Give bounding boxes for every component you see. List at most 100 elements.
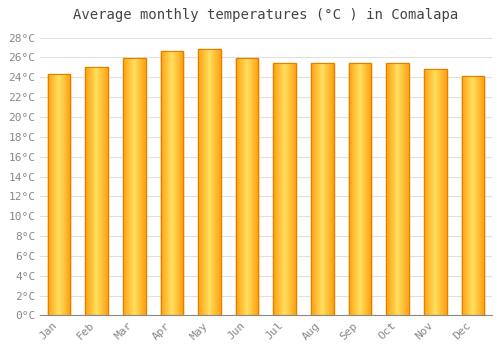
Bar xyxy=(213,49,214,315)
Bar xyxy=(405,63,406,315)
Bar xyxy=(209,49,210,315)
Bar xyxy=(129,58,130,315)
Bar xyxy=(126,58,127,315)
Bar xyxy=(69,74,70,315)
Bar xyxy=(466,76,467,315)
Bar xyxy=(96,67,97,315)
Bar xyxy=(237,58,238,315)
Bar xyxy=(398,63,400,315)
Bar xyxy=(395,63,396,315)
Title: Average monthly temperatures (°C ) in Comalapa: Average monthly temperatures (°C ) in Co… xyxy=(74,8,458,22)
Bar xyxy=(172,51,173,315)
Bar xyxy=(162,51,163,315)
Bar xyxy=(364,63,365,315)
Bar xyxy=(243,58,244,315)
Bar xyxy=(91,67,92,315)
Bar xyxy=(402,63,404,315)
Bar xyxy=(105,67,106,315)
Bar xyxy=(444,69,445,315)
Bar xyxy=(359,63,360,315)
Bar xyxy=(311,63,312,315)
Bar xyxy=(427,69,428,315)
Bar xyxy=(480,76,481,315)
Bar xyxy=(128,58,129,315)
Bar xyxy=(65,74,66,315)
Bar xyxy=(400,63,401,315)
Bar xyxy=(390,63,391,315)
Bar xyxy=(140,58,141,315)
Bar xyxy=(66,74,67,315)
Bar xyxy=(319,63,320,315)
Bar xyxy=(406,63,407,315)
Bar xyxy=(351,63,352,315)
Bar xyxy=(58,74,59,315)
Bar xyxy=(131,58,132,315)
Bar xyxy=(295,63,296,315)
Bar xyxy=(393,63,394,315)
Bar xyxy=(355,63,356,315)
Bar xyxy=(425,69,426,315)
Bar xyxy=(123,58,146,315)
Bar xyxy=(93,67,94,315)
Bar xyxy=(137,58,138,315)
Bar xyxy=(424,69,425,315)
Bar xyxy=(218,49,219,315)
Bar xyxy=(204,49,205,315)
Bar xyxy=(441,69,442,315)
Bar xyxy=(314,63,315,315)
Bar xyxy=(462,76,464,315)
Bar xyxy=(51,74,52,315)
Bar xyxy=(472,76,473,315)
Bar xyxy=(139,58,140,315)
Bar xyxy=(138,58,139,315)
Bar xyxy=(282,63,283,315)
Bar xyxy=(68,74,69,315)
Bar xyxy=(165,51,166,315)
Bar xyxy=(439,69,440,315)
Bar xyxy=(166,51,167,315)
Bar xyxy=(145,58,146,315)
Bar xyxy=(292,63,293,315)
Bar xyxy=(106,67,107,315)
Bar xyxy=(99,67,100,315)
Bar xyxy=(95,67,96,315)
Bar xyxy=(88,67,90,315)
Bar xyxy=(443,69,444,315)
Bar xyxy=(208,49,209,315)
Bar xyxy=(238,58,239,315)
Bar xyxy=(202,49,203,315)
Bar xyxy=(424,69,446,315)
Bar xyxy=(242,58,243,315)
Bar xyxy=(256,58,258,315)
Bar xyxy=(284,63,286,315)
Bar xyxy=(428,69,429,315)
Bar xyxy=(54,74,55,315)
Bar xyxy=(211,49,212,315)
Bar xyxy=(200,49,201,315)
Bar xyxy=(325,63,326,315)
Bar xyxy=(236,58,258,315)
Bar xyxy=(173,51,174,315)
Bar xyxy=(396,63,397,315)
Bar xyxy=(356,63,357,315)
Bar xyxy=(370,63,372,315)
Bar xyxy=(465,76,466,315)
Bar xyxy=(134,58,135,315)
Bar xyxy=(107,67,108,315)
Bar xyxy=(103,67,104,315)
Bar xyxy=(429,69,430,315)
Bar xyxy=(177,51,178,315)
Bar xyxy=(462,76,484,315)
Bar xyxy=(123,58,124,315)
Bar xyxy=(426,69,427,315)
Bar xyxy=(179,51,180,315)
Bar xyxy=(315,63,316,315)
Bar xyxy=(124,58,125,315)
Bar xyxy=(464,76,465,315)
Bar xyxy=(142,58,144,315)
Bar xyxy=(408,63,409,315)
Bar xyxy=(132,58,133,315)
Bar xyxy=(470,76,471,315)
Bar xyxy=(130,58,131,315)
Bar xyxy=(388,63,389,315)
